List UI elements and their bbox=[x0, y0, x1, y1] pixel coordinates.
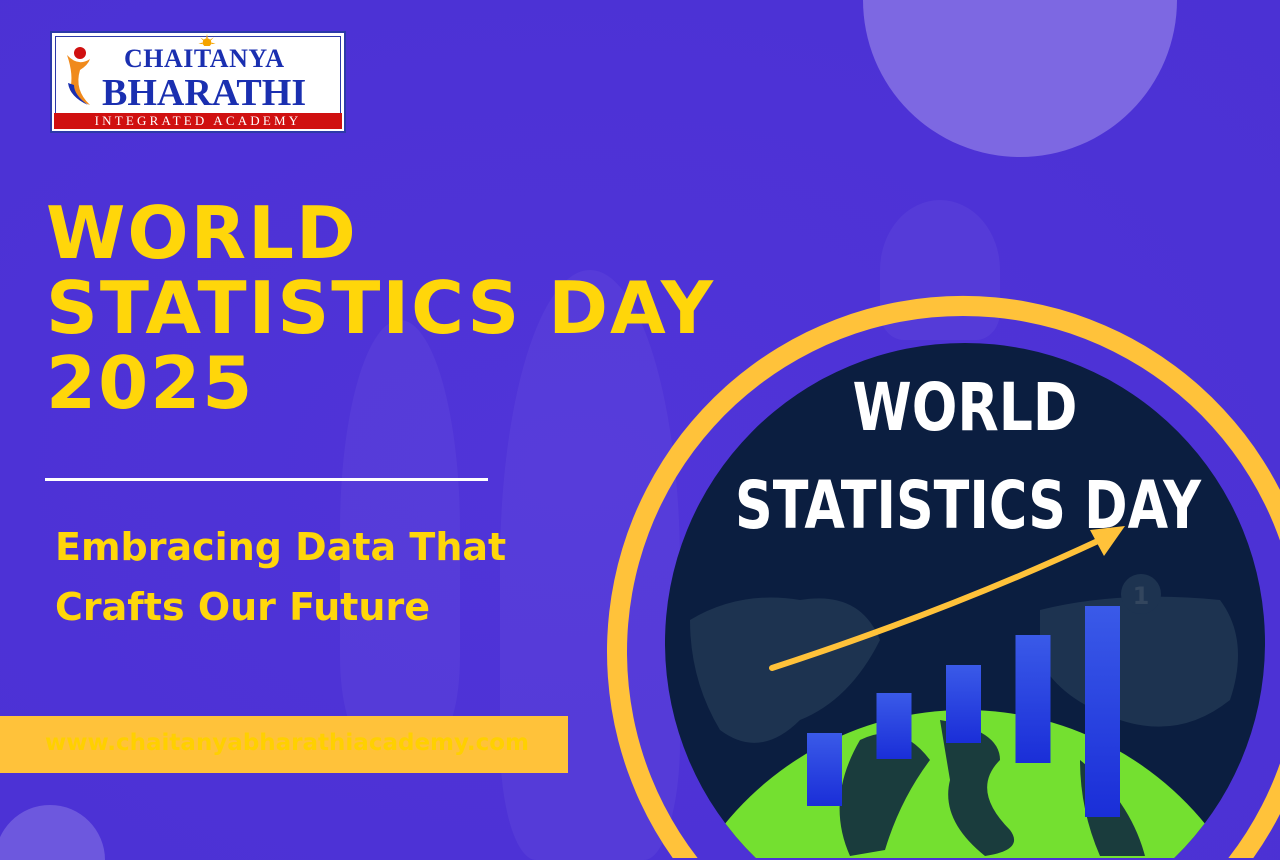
chart-bar bbox=[876, 693, 912, 759]
headline-line: 2025 bbox=[46, 341, 255, 425]
chart-bar bbox=[807, 733, 842, 806]
badge-title-line2: STATISTICS DAY bbox=[735, 467, 1202, 544]
subtitle-line: Crafts Our Future bbox=[55, 585, 430, 629]
academy-logo: CHAITANYA BHARATHI INTEGRATED ACADEMY bbox=[50, 31, 346, 133]
chart-bar bbox=[1085, 606, 1120, 817]
logo-sun-icon bbox=[198, 34, 216, 46]
chart-bar bbox=[946, 665, 981, 743]
logo-text-line2: BHARATHI bbox=[102, 72, 307, 114]
divider bbox=[45, 478, 488, 481]
logo-figure-icon bbox=[67, 47, 90, 105]
bar-chart-icon bbox=[807, 606, 1120, 817]
world-map-icon bbox=[690, 597, 880, 743]
website-link[interactable]: www.chaitanyabharathiacademy.com bbox=[45, 730, 530, 756]
logo-text-line1: CHAITANYA bbox=[124, 44, 285, 73]
subtitle: Embracing Data That Crafts Our Future bbox=[55, 517, 506, 637]
location-pin-icon: 1 bbox=[1121, 574, 1161, 614]
badge-title-line1: WORLD bbox=[853, 369, 1078, 446]
website-bar[interactable]: www.chaitanyabharathiacademy.com bbox=[0, 716, 568, 773]
logo-band: INTEGRATED ACADEMY bbox=[54, 113, 342, 129]
headline-line: WORLD bbox=[46, 191, 358, 275]
chart-bar bbox=[1015, 635, 1051, 763]
background-student-silhouette bbox=[340, 320, 460, 740]
headline: WORLD STATISTICS DAY 2025 bbox=[46, 196, 715, 421]
subtitle-line: Embracing Data That bbox=[55, 525, 507, 569]
svg-text:1: 1 bbox=[1133, 582, 1150, 610]
trend-arrow-icon bbox=[769, 526, 1125, 671]
headline-line: STATISTICS DAY bbox=[46, 266, 716, 350]
